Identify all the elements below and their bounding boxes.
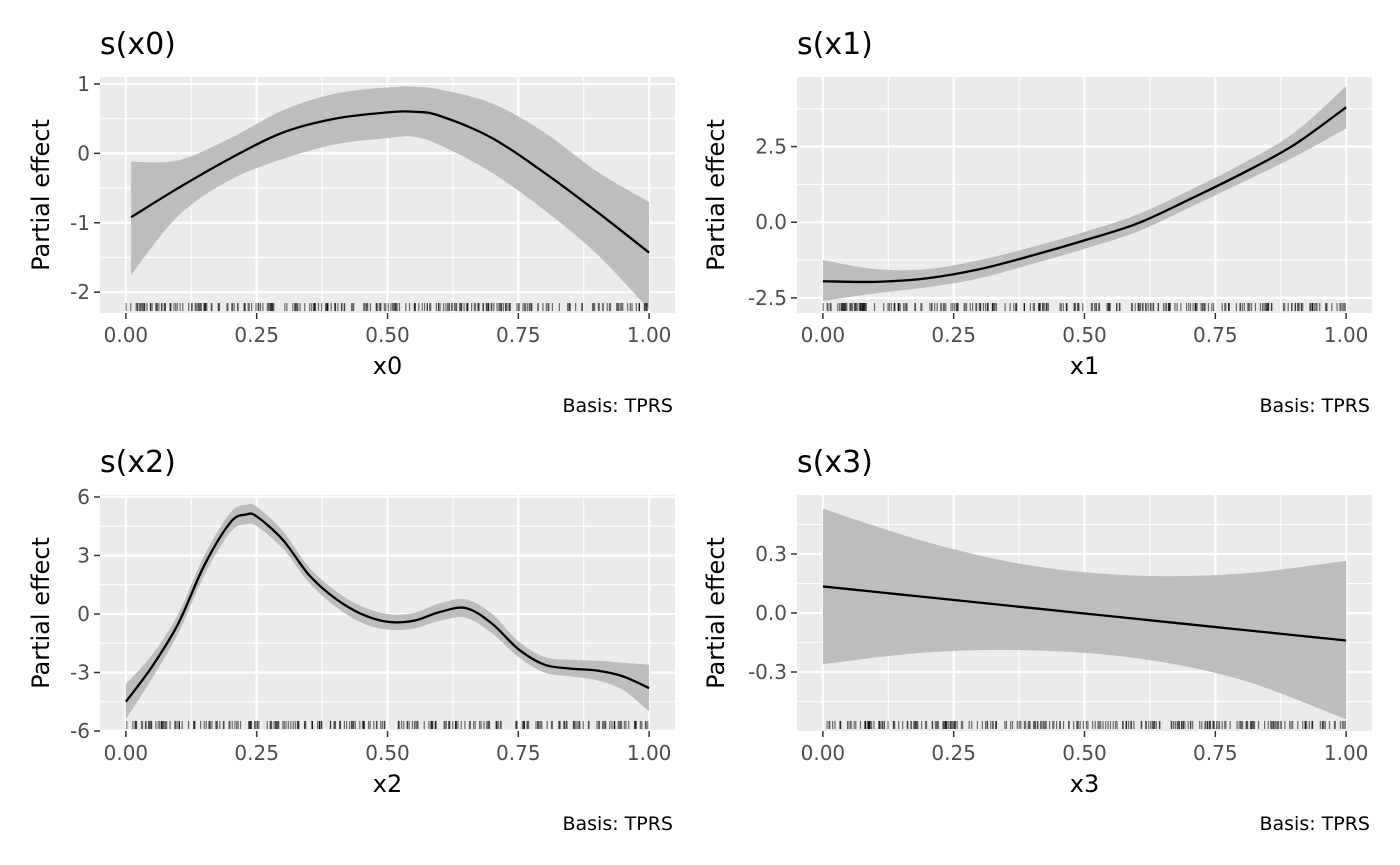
y-tick-label: -2	[70, 280, 90, 304]
x-tick-label: 0.50	[365, 741, 410, 765]
x-tick-label: 0.25	[931, 323, 976, 347]
x-tick-label: 1.00	[627, 323, 672, 347]
x-axis-label: x1	[1070, 352, 1099, 380]
panel-s-x0: 0.00 0.25 0.50 0.75 1.00 -2 -1 0 1 s(x0) Partial…	[27, 27, 675, 417]
y-axis-label: Partial effect	[702, 537, 730, 689]
y-axis-label: Partial effect	[27, 537, 55, 689]
y-tick-label: 0.0	[755, 601, 787, 625]
panel-title: s(x2)	[100, 445, 176, 480]
x-axis-label: x3	[1070, 770, 1099, 798]
panel-s-x2: 0.00 0.25 0.50 0.75 1.00 -6 -3 0 3 6 s(x2) Partia…	[27, 445, 675, 835]
x-tick-label: 0.75	[496, 741, 541, 765]
x-tick-label: 0.00	[104, 323, 149, 347]
panel-s-x3: 0.00 0.25 0.50 0.75 1.00 -0.3 0.0 0.3 s(x3) Par…	[702, 445, 1372, 835]
x-tick-label: 0.75	[1193, 741, 1238, 765]
x-axis-label: x0	[373, 352, 402, 380]
panel-title: s(x0)	[100, 27, 176, 62]
x-tick-label: 0.00	[801, 741, 846, 765]
x-tick-label: 0.00	[104, 741, 149, 765]
estimate-line	[822, 106, 1347, 284]
y-tick-label: -0.3	[748, 660, 787, 684]
x-tick-label: 0.50	[1062, 741, 1107, 765]
x-tick-label: 0.50	[1062, 323, 1107, 347]
y-tick-label: -1	[70, 211, 90, 235]
panel-title: s(x1)	[797, 27, 873, 62]
caption: Basis: TPRS	[562, 813, 673, 835]
y-axis-label: Partial effect	[27, 119, 55, 271]
y-tick-label: 0.3	[755, 542, 787, 566]
x-axis-label: x2	[373, 770, 402, 798]
x-tick-label: 0.50	[365, 323, 410, 347]
x-tick-label: 0.75	[496, 323, 541, 347]
x-tick-label: 0.25	[234, 323, 279, 347]
y-tick-label: 0.0	[755, 210, 787, 234]
caption: Basis: TPRS	[1259, 813, 1370, 835]
y-tick-label: 2.5	[755, 135, 787, 159]
y-tick-label: 1	[77, 72, 90, 96]
y-tick-label: -6	[70, 719, 90, 743]
estimate-line	[124, 512, 650, 703]
x-tick-label: 0.75	[1193, 323, 1238, 347]
y-tick-label: -2.5	[748, 286, 787, 310]
panel-title: s(x3)	[797, 445, 873, 480]
y-tick-label: -3	[70, 660, 90, 684]
estimate-line	[822, 585, 1347, 642]
y-tick-label: 0	[77, 141, 90, 165]
x-tick-label: 1.00	[1324, 741, 1369, 765]
x-tick-label: 1.00	[627, 741, 672, 765]
x-tick-label: 1.00	[1324, 323, 1369, 347]
confidence-band	[822, 86, 1347, 301]
y-tick-label: 6	[77, 485, 90, 509]
y-tick-label: 3	[77, 543, 90, 567]
caption: Basis: TPRS	[562, 395, 673, 417]
x-tick-label: 0.25	[234, 741, 279, 765]
y-axis-label: Partial effect	[702, 119, 730, 271]
panel-s-x1: 0.00 0.25 0.50 0.75 1.00 -2.5 0.0 2.5 s(x1) Par…	[702, 27, 1372, 417]
y-tick-label: 0	[77, 602, 90, 626]
x-tick-label: 0.00	[801, 323, 846, 347]
estimate-line	[130, 110, 650, 254]
x-tick-label: 0.25	[931, 741, 976, 765]
caption: Basis: TPRS	[1259, 395, 1370, 417]
